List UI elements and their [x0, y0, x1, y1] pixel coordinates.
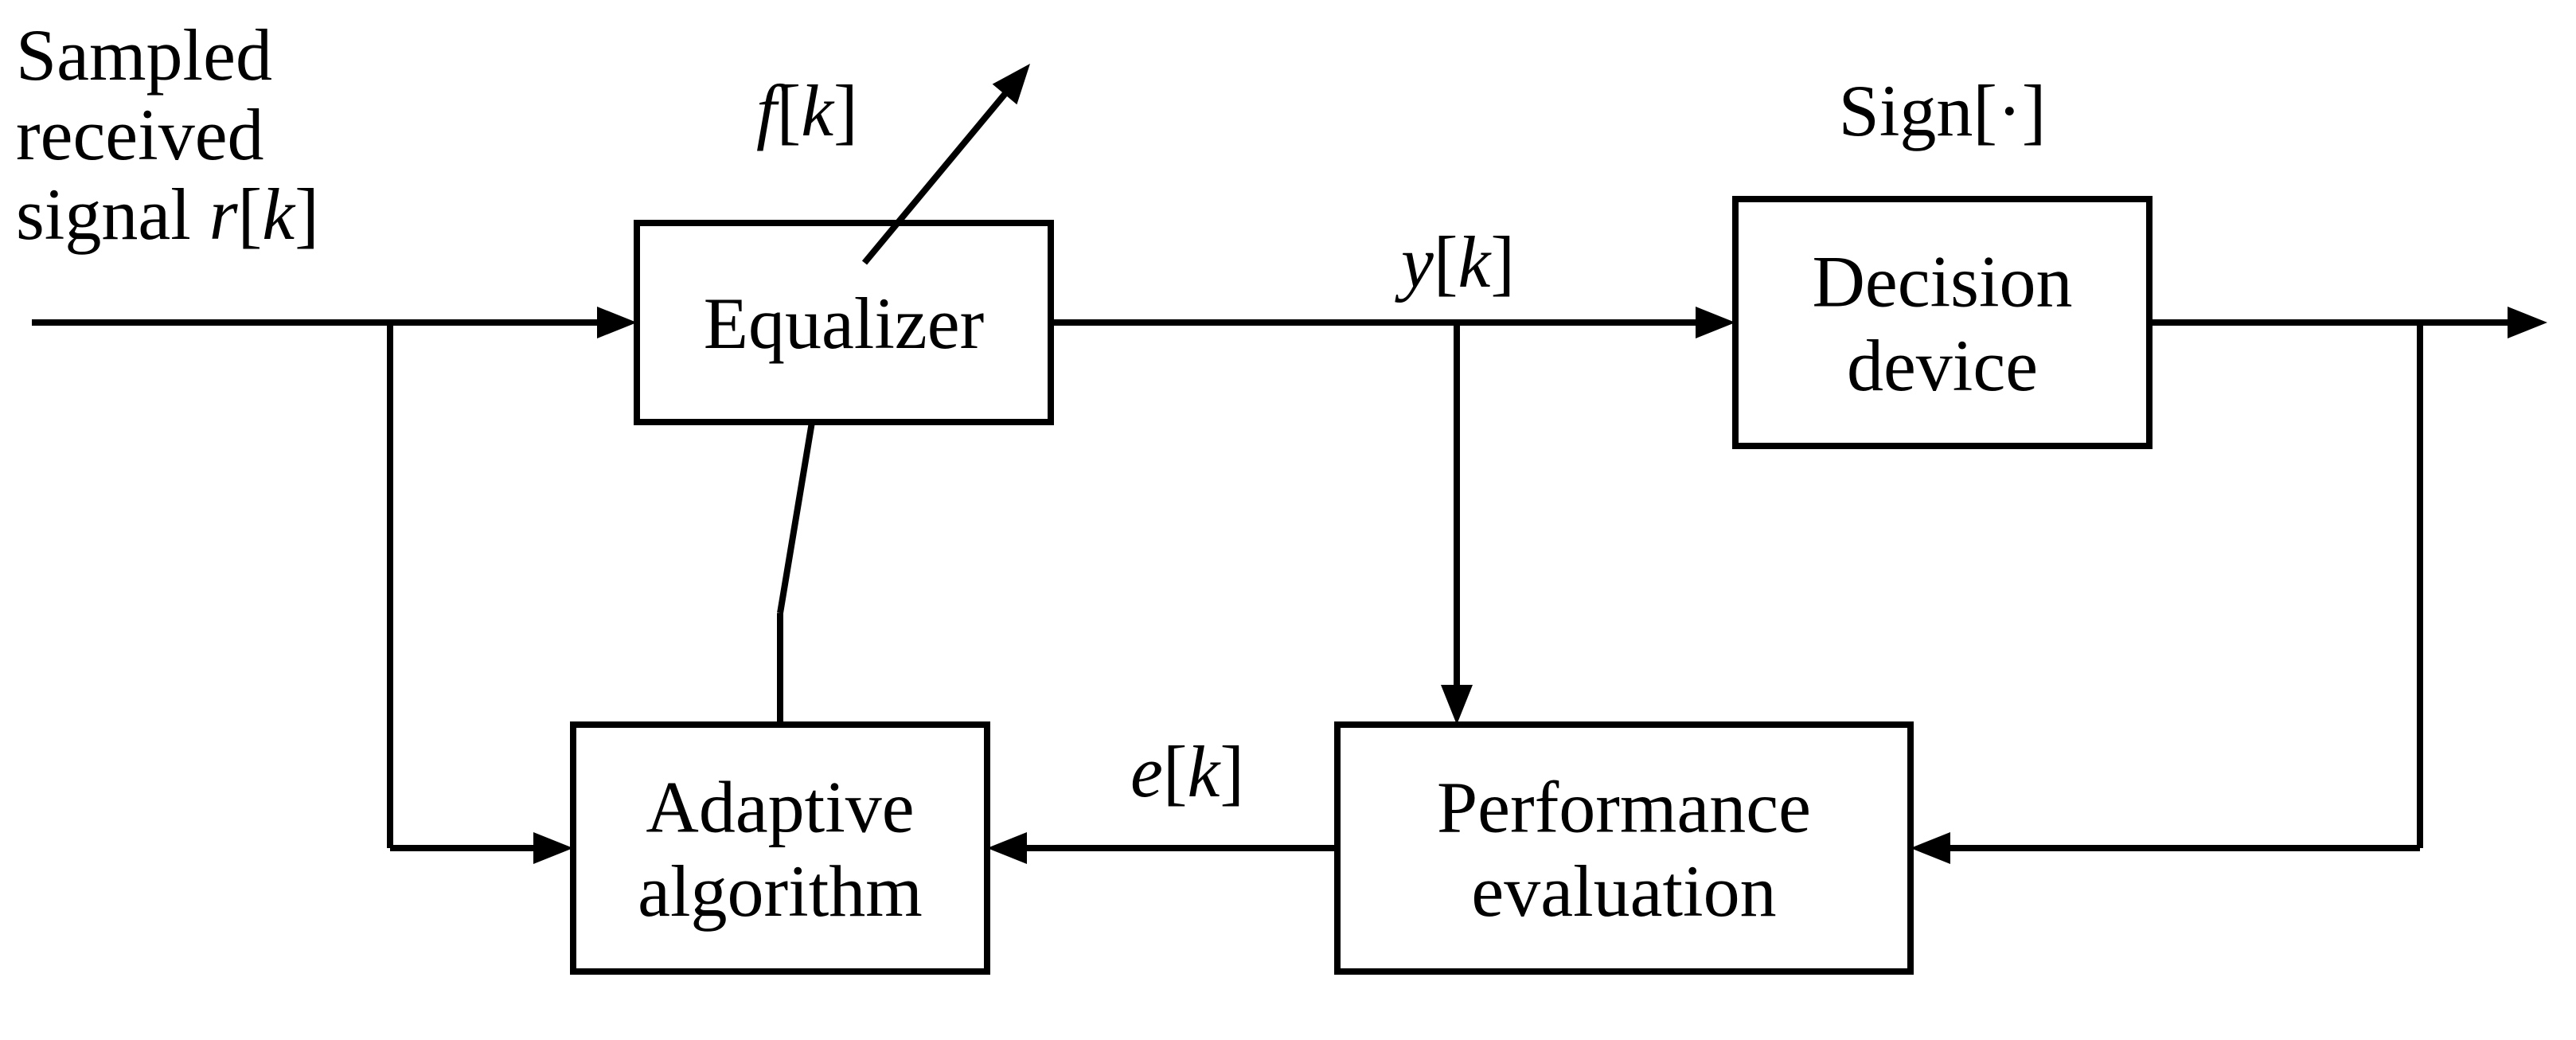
performance-label-1: evaluation: [1471, 850, 1776, 932]
adaptive-label-0: Adaptive: [646, 766, 914, 847]
equalizer-label-0: Equalizer: [704, 283, 984, 364]
adaptive-label-1: algorithm: [638, 850, 923, 932]
fk-label: f[k]: [756, 70, 858, 151]
yk-label: y[k]: [1395, 221, 1515, 303]
decision-label-0: Decision: [1812, 240, 2072, 322]
sign-label: Sign[·]: [1839, 70, 2047, 151]
ek-label: e[k]: [1130, 731, 1244, 812]
input-label-2: received: [16, 94, 264, 175]
input-label-1: Sampled: [16, 14, 272, 96]
decision-label-1: device: [1847, 325, 2038, 406]
input-label-3: signal r[k]: [16, 174, 319, 255]
performance-label-0: Performance: [1437, 766, 1811, 847]
